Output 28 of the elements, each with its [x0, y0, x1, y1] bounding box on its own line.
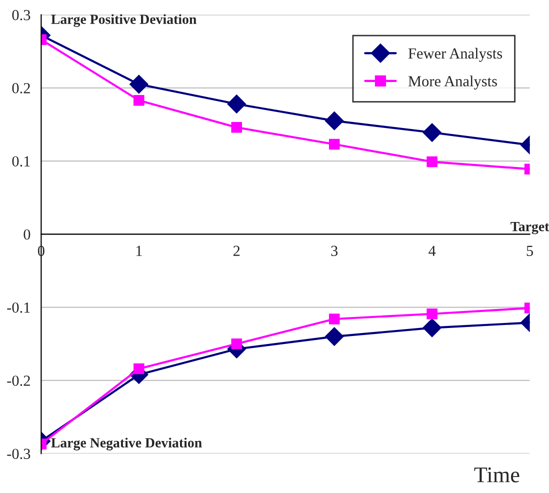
y-tick-label: -0.1 — [7, 302, 30, 313]
point — [231, 122, 242, 133]
y-tick-label: -0.2 — [7, 376, 30, 386]
point — [231, 338, 242, 350]
point — [134, 94, 144, 106]
y-tick-label: 0.2 — [12, 83, 30, 94]
x-tick-label: 5 — [526, 246, 534, 256]
x-tick-label: 3 — [331, 246, 338, 256]
legend-label: Fewer Analysts — [408, 48, 502, 62]
y-tick-label: 0.3 — [12, 10, 30, 20]
x-axis-title: Time — [474, 467, 520, 482]
annotation: Large Negative Deviation — [51, 438, 202, 450]
point — [130, 74, 148, 94]
y-tick-label: -0.3 — [7, 448, 30, 460]
annotation: Target — [510, 222, 549, 234]
annotation: Large Positive Deviation — [51, 14, 196, 27]
y-tick-label: 0 — [24, 229, 30, 240]
point — [328, 138, 340, 150]
legend-label: More Analysts — [408, 76, 497, 90]
point — [328, 314, 340, 324]
point — [324, 111, 344, 130]
point — [134, 363, 144, 374]
y-tick-label: 0.1 — [12, 156, 30, 167]
x-tick-label: 1 — [136, 246, 142, 256]
point — [227, 94, 246, 114]
x-tick-label: 2 — [233, 246, 240, 256]
x-tick-label: 4 — [428, 246, 436, 256]
point — [324, 327, 344, 346]
